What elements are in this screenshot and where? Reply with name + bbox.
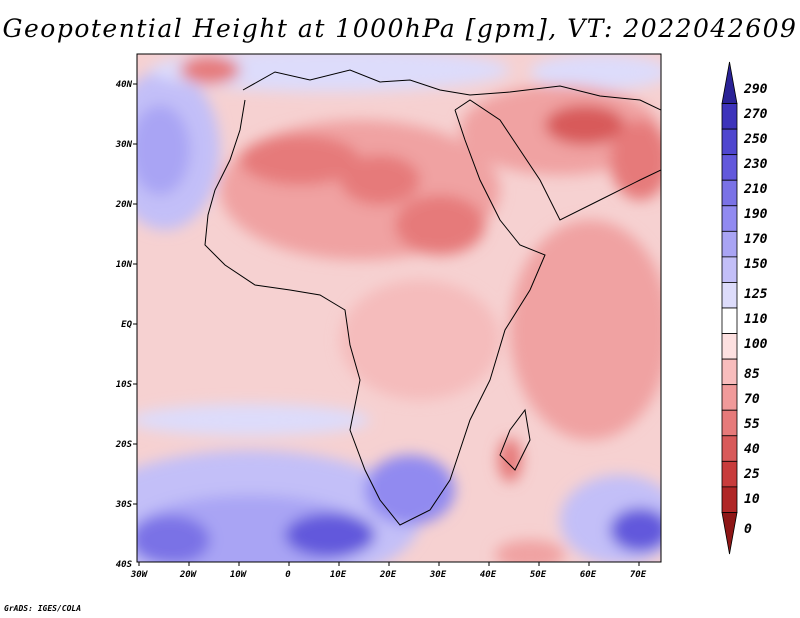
colorbar-label: 290 (743, 82, 768, 97)
lat-label: 40N (116, 80, 133, 90)
colorbar-label: 270 (743, 107, 768, 122)
colorbar-box (721, 358, 738, 386)
colorbar-label: 250 (743, 132, 768, 147)
lon-label: 30W (130, 570, 149, 580)
colorbar-label: 210 (743, 182, 768, 197)
colorbar-box (721, 154, 738, 181)
colorbar-box (721, 435, 738, 462)
lat-label: 30N (115, 140, 133, 150)
colorbar (721, 61, 738, 555)
colorbar-label: 0 (744, 522, 752, 537)
colorbar-label: 85 (744, 367, 760, 382)
colorbar-box (721, 103, 738, 130)
colorbar-box (721, 409, 738, 437)
colorbar-top-triangle (721, 61, 738, 104)
colorbar-label: 40 (744, 442, 760, 457)
latitude-labels: 40N 30N 20N 10N EQ 10S 20S 30S 40S (115, 80, 133, 570)
lon-label: 10E (330, 570, 347, 580)
chart-title: Geopotential Height at 1000hPa [gpm], VT… (2, 14, 798, 43)
lon-label: 50E (530, 570, 547, 580)
height-field (137, 54, 661, 562)
colorbar-label: 150 (744, 257, 768, 272)
colorbar-label: 125 (744, 287, 768, 302)
lat-label: 20S (115, 440, 133, 450)
colorbar-box (721, 256, 738, 283)
colorbar-label: 170 (744, 232, 768, 247)
colorbar-box (721, 333, 738, 360)
lon-label: 60E (580, 570, 597, 580)
colorbar-label: 100 (744, 337, 768, 352)
colorbar-box (721, 179, 738, 207)
lon-label: 40E (480, 570, 497, 580)
colorbar-labels: 290 270 250 230 210 190 170 150 125 110 … (743, 82, 768, 537)
colorbar-box (721, 230, 738, 258)
colorbar-label: 70 (744, 392, 760, 407)
lon-label: 10W (230, 570, 248, 580)
longitude-labels: 30W 20W 10W 0 10E 20E 30E 40E 50E 60E 70… (130, 570, 647, 580)
colorbar-bottom-triangle (721, 512, 738, 555)
colorbar-box (721, 460, 738, 488)
colorbar-label: 230 (743, 157, 768, 172)
colorbar-box (721, 307, 738, 334)
lat-label: EQ (121, 320, 132, 330)
lon-label: 20E (379, 570, 397, 580)
lat-label: 20N (115, 200, 133, 210)
colorbar-label: 25 (743, 467, 760, 482)
colorbar-box (721, 282, 738, 309)
colorbar-box (721, 205, 738, 232)
map-frame (136, 53, 662, 563)
credit-footer: GrADS: IGES/COLA (4, 604, 82, 613)
lat-label: 30S (115, 500, 133, 510)
lon-label: 70E (630, 570, 647, 580)
colorbar-box (721, 384, 738, 411)
colorbar-box (721, 128, 738, 156)
colorbar-box (721, 486, 738, 513)
colorbar-label: 55 (744, 417, 760, 432)
colorbar-label: 10 (744, 492, 760, 507)
lon-label: 20W (179, 570, 198, 580)
colorbar-label: 190 (744, 207, 768, 222)
lon-label: 30E (429, 570, 447, 580)
lat-label: 40S (116, 560, 133, 570)
lat-label: 10N (116, 260, 133, 270)
colorbar-label: 110 (744, 312, 768, 327)
tick-marks (133, 83, 640, 566)
lon-label: 0 (285, 570, 291, 580)
lat-label: 10S (116, 380, 133, 390)
